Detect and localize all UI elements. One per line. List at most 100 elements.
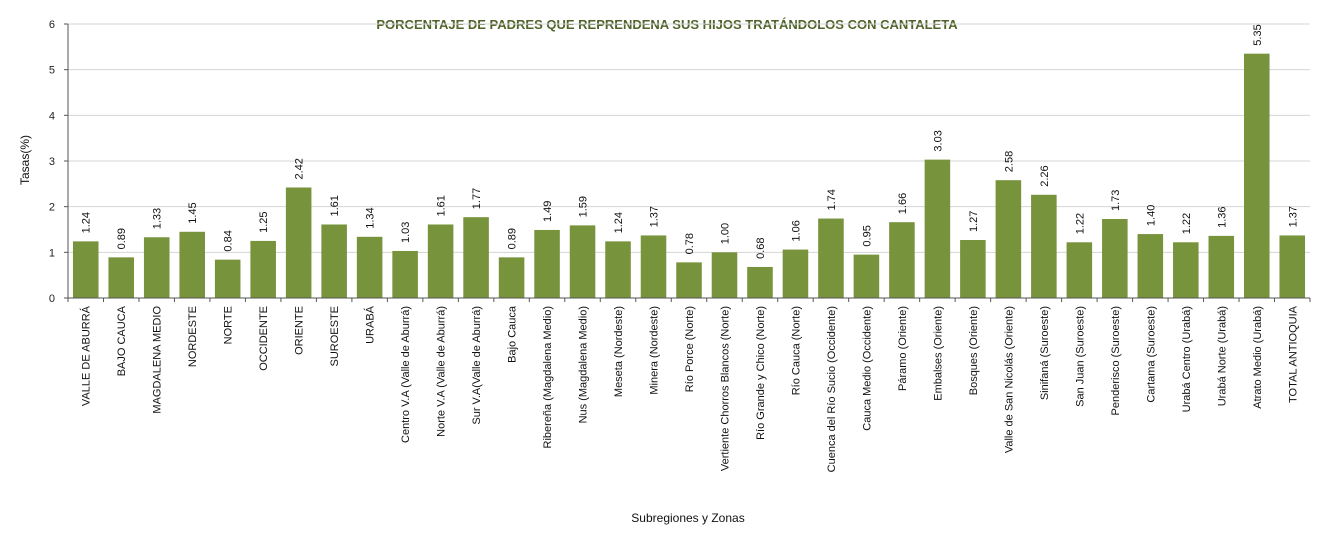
data-label: 1.24 — [81, 212, 93, 233]
bar — [640, 235, 667, 298]
bar — [356, 236, 383, 298]
data-label: 5.35 — [1252, 24, 1264, 45]
bar — [818, 218, 844, 298]
x-category-label: MAGDALENA MEDIO — [152, 306, 164, 414]
data-label: 0.95 — [861, 225, 873, 246]
x-category-label: Bosques (Oriente) — [968, 306, 980, 395]
y-axis-title: Tasas(%) — [18, 135, 32, 185]
x-category-label: Cuenca del Río Sucio (Occidente) — [826, 306, 838, 472]
x-category-label: Norte V.A (Valle de Aburrá) — [436, 306, 448, 437]
bar — [960, 240, 986, 298]
bar — [995, 180, 1022, 298]
data-label: 2.26 — [1039, 165, 1051, 186]
data-label: 1.37 — [1287, 206, 1299, 227]
bar — [853, 254, 880, 298]
bar — [1031, 194, 1057, 298]
x-category-label: Cartama (Suroeste) — [1145, 306, 1157, 403]
bar — [392, 250, 418, 298]
x-category-label: OCCIDENTE — [258, 306, 270, 371]
data-label: 1.77 — [471, 188, 483, 209]
data-label: 1.27 — [968, 211, 980, 232]
bar — [1173, 242, 1199, 298]
x-category-label: NORDESTE — [187, 306, 199, 367]
data-label: 3.03 — [932, 130, 944, 151]
x-category-label: Río Cauca (Norte) — [791, 306, 803, 395]
bar — [285, 187, 312, 298]
data-label: 1.61 — [436, 195, 448, 216]
bar — [1244, 53, 1270, 299]
x-category-label: Urabá Centro (Urabá) — [1181, 306, 1193, 412]
bar — [72, 241, 99, 298]
x-category-label: BAJO CAUCA — [116, 305, 128, 376]
x-category-label: Vertiente Chorros Blancos (Norte) — [720, 306, 732, 471]
bar — [143, 237, 170, 298]
data-label: 1.73 — [1110, 190, 1122, 211]
y-axis-ticks: 0 1 2 3 4 5 6 — [49, 19, 68, 305]
x-category-label: Atrato Medio (Urabá) — [1252, 306, 1264, 409]
data-label: 1.59 — [578, 196, 590, 217]
bar — [463, 217, 489, 298]
data-label: 1.00 — [720, 223, 732, 244]
x-category-label: Embalses (Oriente) — [932, 306, 944, 401]
data-label: 1.34 — [365, 207, 377, 228]
data-label: 1.25 — [258, 211, 270, 232]
x-category-label: Centro V.A (Valle de Aburrá) — [400, 306, 412, 443]
x-category-label: Ribereña (Magdalena Medio) — [542, 306, 554, 448]
y-tick-label: 4 — [49, 110, 55, 122]
x-category-label: Sur V.A(Valle de Aburrá) — [471, 306, 483, 425]
bar — [1279, 235, 1306, 298]
x-category-label: Sinifaná (Suroeste) — [1039, 306, 1051, 400]
bar — [676, 262, 702, 298]
x-category-label: Penderisco (Suroeste) — [1110, 306, 1122, 415]
bar — [711, 252, 738, 298]
bar — [747, 266, 773, 298]
bar — [321, 224, 347, 298]
x-category-label: Cauca Medio (Occidente) — [861, 306, 873, 431]
bar — [214, 259, 241, 298]
data-label: 1.06 — [791, 220, 803, 241]
data-label: 1.24 — [613, 212, 625, 233]
x-category-label: NORTE — [223, 306, 235, 344]
bar — [569, 225, 596, 298]
data-label: 1.33 — [152, 208, 164, 229]
x-category-label: Río Grande y Chico (Norte) — [755, 306, 767, 440]
bar — [782, 249, 809, 298]
x-category-label: Urabá Norte (Urabá) — [1216, 306, 1228, 406]
data-label: 1.40 — [1145, 205, 1157, 226]
x-category-label: Páramo (Oriente) — [897, 306, 909, 391]
bar — [1137, 234, 1164, 298]
bar — [1102, 219, 1128, 298]
bar — [108, 257, 134, 298]
x-category-label: Nus (Magdalena Medio) — [578, 306, 590, 423]
data-label: 1.49 — [542, 201, 554, 222]
x-axis-title: Subregiones y Zonas — [631, 511, 744, 525]
x-category-label: Minera (Nordeste) — [649, 306, 661, 395]
bar — [179, 231, 205, 298]
y-tick-label: 3 — [49, 156, 55, 168]
bar — [534, 229, 560, 298]
x-category-label: TOTAL ANTIOQUIA — [1287, 305, 1299, 403]
bars — [72, 53, 1306, 299]
bar — [924, 159, 951, 298]
x-category-label: Valle de San Nicolás (Oriente) — [1003, 306, 1015, 453]
y-tick-label: 5 — [49, 65, 55, 77]
data-label: 1.74 — [826, 189, 838, 210]
x-category-label: Bajo Cauca — [507, 305, 519, 363]
data-label: 1.22 — [1181, 213, 1193, 234]
bar — [605, 241, 631, 298]
bar — [498, 257, 525, 298]
data-label: 1.66 — [897, 193, 909, 214]
y-tick-label: 0 — [49, 293, 55, 305]
data-label: 2.42 — [294, 158, 306, 179]
data-label: 1.37 — [649, 206, 661, 227]
data-label: 1.03 — [400, 222, 412, 243]
data-label: 1.61 — [329, 195, 341, 216]
x-category-label: VALLE DE ABURRÁ — [80, 305, 93, 406]
data-label: 0.89 — [116, 228, 128, 249]
x-category-label: SUROESTE — [329, 306, 341, 367]
x-category-label: San Juan (Suroeste) — [1074, 306, 1086, 407]
bar — [1208, 235, 1235, 298]
y-tick-label: 6 — [49, 19, 55, 31]
data-label: 0.78 — [684, 233, 696, 254]
